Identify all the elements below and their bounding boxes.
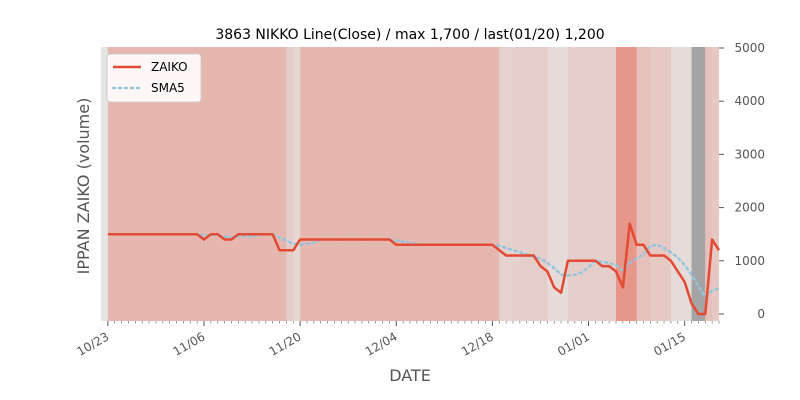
legend-sma5-label: SMA5: [151, 81, 185, 95]
band-14: [705, 47, 713, 321]
band-12: [670, 47, 692, 321]
band-2: [286, 47, 294, 321]
series-layer: [107, 222, 721, 316]
band-15: [712, 47, 719, 321]
band-4: [300, 47, 500, 321]
series-line-zaiko: [107, 222, 721, 316]
y-axis-title: IPPAN ZAIKO (volume): [74, 98, 93, 275]
band-layer: [107, 47, 719, 321]
band-5: [499, 47, 520, 321]
y-tick-label: 5000: [734, 41, 765, 55]
y-tick-label: 1000: [734, 254, 765, 268]
y-tick-label: 0: [757, 307, 765, 321]
chart-title: 3863 NIKKO Line(Close) / max 1,700 / las…: [215, 27, 604, 43]
y-axis: 0 1000 2000 3000 4000 5000: [719, 41, 765, 321]
band-13: [691, 47, 706, 321]
band-8: [567, 47, 616, 321]
band-9: [616, 47, 637, 321]
y-tick-label: 4000: [734, 94, 765, 108]
band-11: [650, 47, 671, 321]
band-7: [547, 47, 568, 321]
band-3: [293, 47, 301, 321]
y-tick-label: 3000: [734, 147, 765, 161]
band-10: [636, 47, 651, 321]
legend: ZAIKO SMA5: [106, 53, 202, 103]
x-axis-title: DATE: [389, 366, 431, 385]
y-tick-label: 2000: [734, 201, 765, 215]
band-6: [519, 47, 548, 321]
legend-zaiko-label: ZAIKO: [151, 60, 188, 74]
